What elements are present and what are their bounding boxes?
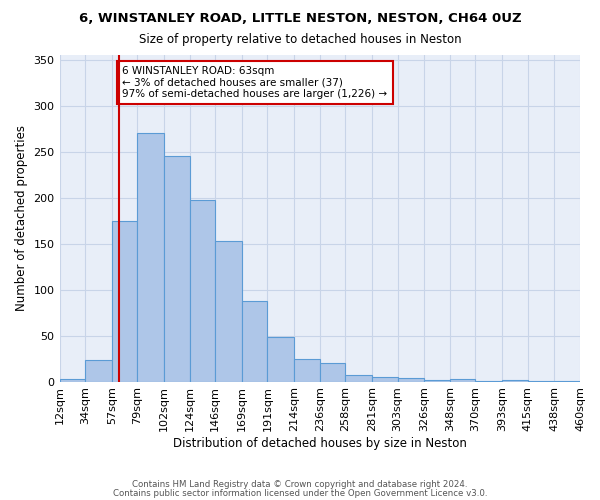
Bar [450, 379, 475, 382]
Bar [242, 300, 268, 382]
Bar [268, 338, 294, 382]
Bar [502, 380, 528, 382]
Bar [424, 380, 450, 382]
Bar [294, 358, 320, 382]
Bar [475, 380, 502, 382]
Text: Contains public sector information licensed under the Open Government Licence v3: Contains public sector information licen… [113, 489, 487, 498]
Text: Size of property relative to detached houses in Neston: Size of property relative to detached ho… [139, 32, 461, 46]
Bar [112, 220, 137, 382]
Text: 6, WINSTANLEY ROAD, LITTLE NESTON, NESTON, CH64 0UZ: 6, WINSTANLEY ROAD, LITTLE NESTON, NESTO… [79, 12, 521, 26]
Bar [346, 375, 372, 382]
X-axis label: Distribution of detached houses by size in Neston: Distribution of detached houses by size … [173, 437, 467, 450]
Bar [398, 378, 424, 382]
Bar [528, 380, 554, 382]
Text: 6 WINSTANLEY ROAD: 63sqm
← 3% of detached houses are smaller (37)
97% of semi-de: 6 WINSTANLEY ROAD: 63sqm ← 3% of detache… [122, 66, 388, 99]
Bar [320, 363, 346, 382]
Bar [215, 241, 242, 382]
Text: Contains HM Land Registry data © Crown copyright and database right 2024.: Contains HM Land Registry data © Crown c… [132, 480, 468, 489]
Bar [59, 379, 85, 382]
Bar [164, 156, 190, 382]
Bar [85, 360, 112, 382]
Bar [372, 377, 398, 382]
Y-axis label: Number of detached properties: Number of detached properties [15, 126, 28, 312]
Bar [137, 133, 164, 382]
Bar [554, 380, 580, 382]
Bar [190, 200, 215, 382]
